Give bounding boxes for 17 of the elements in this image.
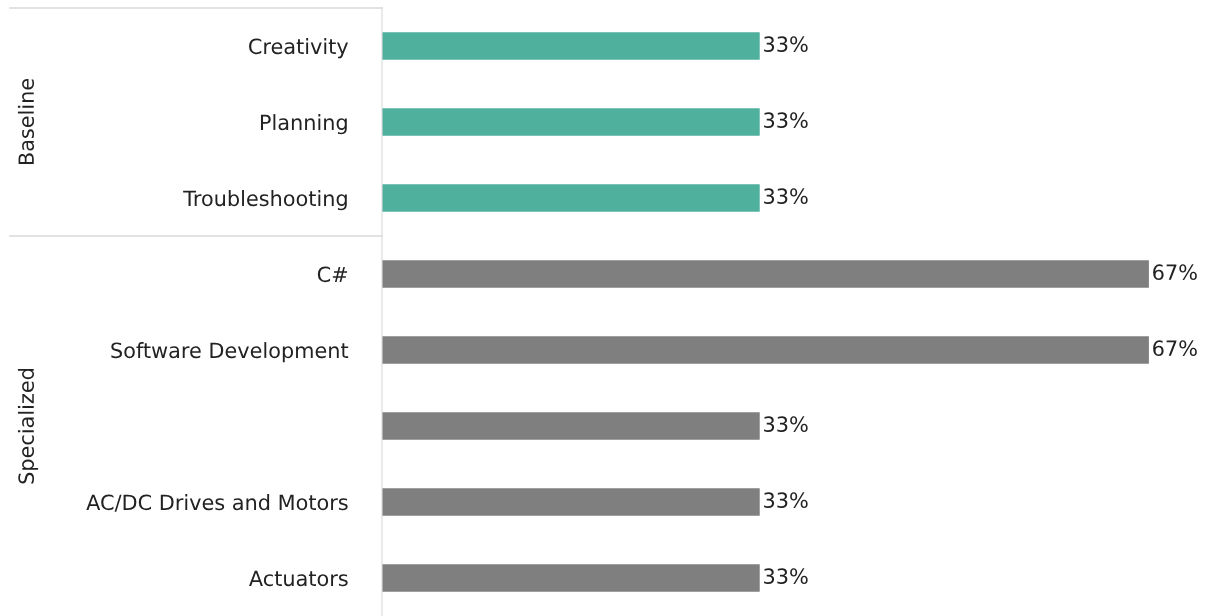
- data-label: 67%: [1153, 340, 1197, 357]
- data-label: 67%: [1153, 264, 1197, 281]
- y-tick-label: Creativity: [249, 38, 349, 59]
- y-tick-label: C#: [317, 266, 348, 283]
- y-tick-label: Software Development: [111, 342, 349, 363]
- data-label: 33%: [764, 36, 808, 53]
- data-label: 33%: [764, 112, 808, 129]
- data-label: 33%: [764, 416, 808, 433]
- data-label: 33%: [764, 188, 808, 205]
- data-label: 33%: [764, 568, 808, 585]
- text: Baseline: [17, 78, 35, 165]
- y-tick-label: Troubleshooting: [183, 190, 347, 211]
- data-label: 33%: [764, 492, 808, 509]
- text: Specialized: [17, 368, 39, 484]
- y-tick-label: AC/DC Drives and Motors: [86, 494, 348, 512]
- y-tick-label: Planning: [260, 114, 347, 135]
- y-tick-label: Actuators: [249, 570, 348, 587]
